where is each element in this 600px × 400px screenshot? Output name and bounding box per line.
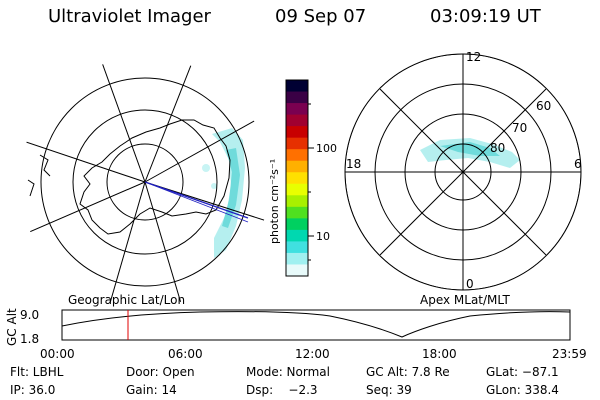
time-tick-0000: 00:00 [40, 347, 75, 361]
colorbar-frame [285, 79, 309, 277]
time-tick-1200: 12:00 [295, 347, 330, 361]
mlat-label-60: 60 [536, 99, 551, 113]
colorbar-segment [286, 114, 308, 127]
geographic-plot-label: Geographic Lat/Lon [68, 293, 185, 307]
colorbar-segment [286, 252, 308, 265]
mlt-label-0: 0 [466, 277, 474, 291]
info-gc-alt: GC Alt: 7.8 Re [366, 365, 450, 379]
info-door: Door: Open [126, 365, 195, 379]
colorbar-segment [286, 149, 308, 162]
colorbar-segment [286, 126, 308, 139]
colorbar-segment [286, 241, 308, 254]
colorbar-segment [286, 172, 308, 185]
colorbar-segment [286, 195, 308, 208]
time-tick-2359: 23:59 [552, 347, 587, 361]
image-time: 03:09:19 UT [430, 6, 541, 27]
time-tick-1800: 18:00 [422, 347, 457, 361]
mlt-label-6: 6 [574, 157, 582, 171]
info-panel: Flt: LBHL Door: Open Mode: Normal GC Alt… [10, 365, 559, 397]
magnetic-plot-label: Apex MLat/MLT [420, 293, 510, 307]
altitude-axis-label: GC Alt [5, 308, 19, 346]
mlt-label-12: 12 [466, 50, 481, 64]
info-mode: Mode: Normal [246, 365, 330, 379]
info-gain: Gain: 14 [126, 383, 177, 397]
info-filter: Flt: LBHL [10, 365, 64, 379]
colorbar-unit-label: photon cm⁻²s⁻¹ [268, 159, 281, 244]
color-scale-bar [286, 80, 308, 277]
mlat-label-70: 70 [512, 121, 527, 135]
info-glat: GLat: −87.1 [486, 365, 559, 379]
coastline [79, 119, 231, 235]
altitude-tick-high: 9.0 [20, 308, 39, 322]
colorbar-segment [286, 80, 308, 93]
colorbar-segment [286, 183, 308, 196]
magnetic-polar-plot: 12 18 6 0 60 70 80 [344, 50, 582, 291]
colorbar-segment [286, 103, 308, 116]
info-seq: Seq: 39 [366, 383, 412, 397]
time-tick-0600: 06:00 [168, 347, 203, 361]
info-glon: GLon: 338.4 [486, 383, 559, 397]
info-dsp: Dsp: −2.3 [246, 383, 318, 397]
mlt-label-18: 18 [346, 157, 361, 171]
altitude-curve [61, 311, 571, 338]
info-ip: IP: 36.0 [10, 383, 55, 397]
colorbar-segment [286, 91, 308, 104]
altitude-strip-chart: Geographic Lat/Lon Apex MLat/MLT 9.0 1.8… [5, 293, 587, 361]
altitude-tick-low: 1.8 [20, 332, 39, 346]
colorbar-tick-100: 100 [316, 142, 337, 155]
mlat-label-80: 80 [490, 141, 505, 155]
app-title: Ultraviolet Imager [48, 6, 211, 27]
colorbar-segment [286, 264, 308, 277]
colorbar-segment [286, 229, 308, 242]
satellite-track [144, 181, 249, 219]
geographic-polar-plot [20, 57, 270, 307]
image-date: 09 Sep 07 [275, 6, 367, 27]
aurora-emission-geo [212, 128, 245, 258]
colorbar-segment [286, 218, 308, 231]
colorbar-segment [286, 206, 308, 219]
colorbar-segment [286, 160, 308, 173]
colorbar-tick-10: 10 [316, 230, 330, 243]
colorbar-segment [286, 137, 308, 150]
